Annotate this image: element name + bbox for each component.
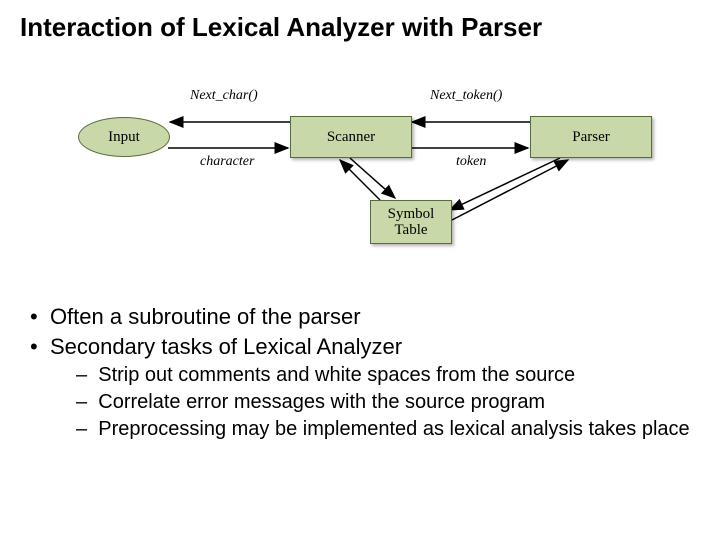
node-input: Input bbox=[78, 117, 170, 157]
subbullet-text: Strip out comments and white spaces from… bbox=[98, 364, 575, 386]
bullet-item: • Secondary tasks of Lexical Analyzer bbox=[30, 334, 690, 360]
bullet-text: Often a subroutine of the parser bbox=[50, 304, 361, 329]
bullet-text: Secondary tasks of Lexical Analyzer bbox=[50, 334, 402, 359]
diagram-arrows bbox=[0, 60, 720, 270]
bullet-list: • Often a subroutine of the parser • Sec… bbox=[30, 300, 690, 445]
subbullet-item: – Strip out comments and white spaces fr… bbox=[76, 364, 690, 387]
interaction-diagram: Input Scanner Parser Symbol Table Next_c… bbox=[0, 60, 720, 270]
subbullet-text: Preprocessing may be implemented as lexi… bbox=[98, 418, 689, 440]
subbullet-text: Correlate error messages with the source… bbox=[98, 391, 545, 413]
node-scanner: Scanner bbox=[290, 116, 412, 158]
node-parser: Parser bbox=[530, 116, 652, 158]
edge-next-char: Next_char() bbox=[190, 88, 258, 104]
edge-character: character bbox=[200, 154, 254, 170]
subbullet-item: – Preprocessing may be implemented as le… bbox=[76, 418, 690, 441]
page-title: Interaction of Lexical Analyzer with Par… bbox=[20, 12, 542, 43]
edge-next-token: Next_token() bbox=[430, 88, 502, 104]
subbullet-item: – Correlate error messages with the sour… bbox=[76, 391, 690, 414]
node-symbol-table: Symbol Table bbox=[370, 200, 452, 244]
edge-token: token bbox=[456, 154, 486, 170]
bullet-item: • Often a subroutine of the parser bbox=[30, 304, 690, 330]
